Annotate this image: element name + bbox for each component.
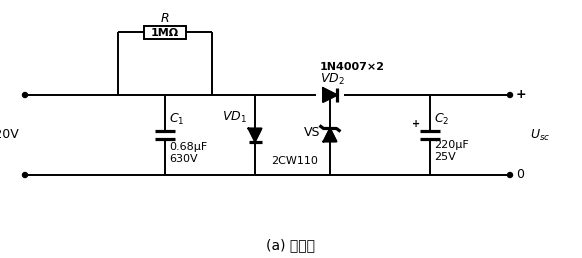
Text: $R$: $R$ [160, 12, 170, 26]
Circle shape [23, 93, 27, 98]
Text: 220μF: 220μF [434, 140, 469, 150]
Text: +: + [412, 119, 420, 129]
Text: $C_2$: $C_2$ [434, 111, 449, 127]
Circle shape [508, 173, 513, 178]
Text: (a) 电路一: (a) 电路一 [267, 238, 315, 252]
Polygon shape [249, 128, 261, 141]
Text: 1MΩ: 1MΩ [151, 28, 179, 38]
Text: $VD_1$: $VD_1$ [222, 109, 247, 125]
Text: 630V: 630V [169, 154, 198, 164]
Circle shape [23, 173, 27, 178]
Text: 1N4007×2: 1N4007×2 [320, 62, 385, 72]
Text: $VD_2$: $VD_2$ [320, 71, 345, 86]
Text: 2CW110: 2CW110 [271, 156, 318, 166]
Text: 25V: 25V [434, 152, 456, 162]
Text: 0: 0 [516, 168, 524, 181]
Circle shape [508, 93, 513, 98]
Bar [144, 26, 186, 38]
Text: VS: VS [303, 125, 320, 139]
Text: +: + [516, 88, 527, 101]
Text: 0.68μF: 0.68μF [169, 142, 207, 152]
Text: $C_1$: $C_1$ [169, 111, 184, 127]
Text: ~220V: ~220V [0, 128, 19, 141]
Polygon shape [323, 88, 337, 102]
Polygon shape [324, 128, 336, 141]
Text: $U_{sc}$: $U_{sc}$ [530, 127, 551, 143]
